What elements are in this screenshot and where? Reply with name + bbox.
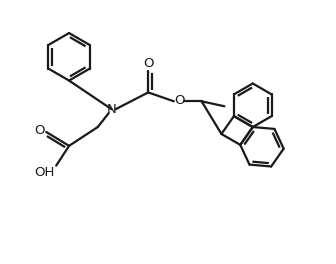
Text: N: N (107, 103, 117, 116)
Text: O: O (175, 94, 185, 107)
Text: O: O (34, 124, 45, 136)
Text: OH: OH (34, 166, 54, 179)
Text: O: O (143, 57, 154, 70)
